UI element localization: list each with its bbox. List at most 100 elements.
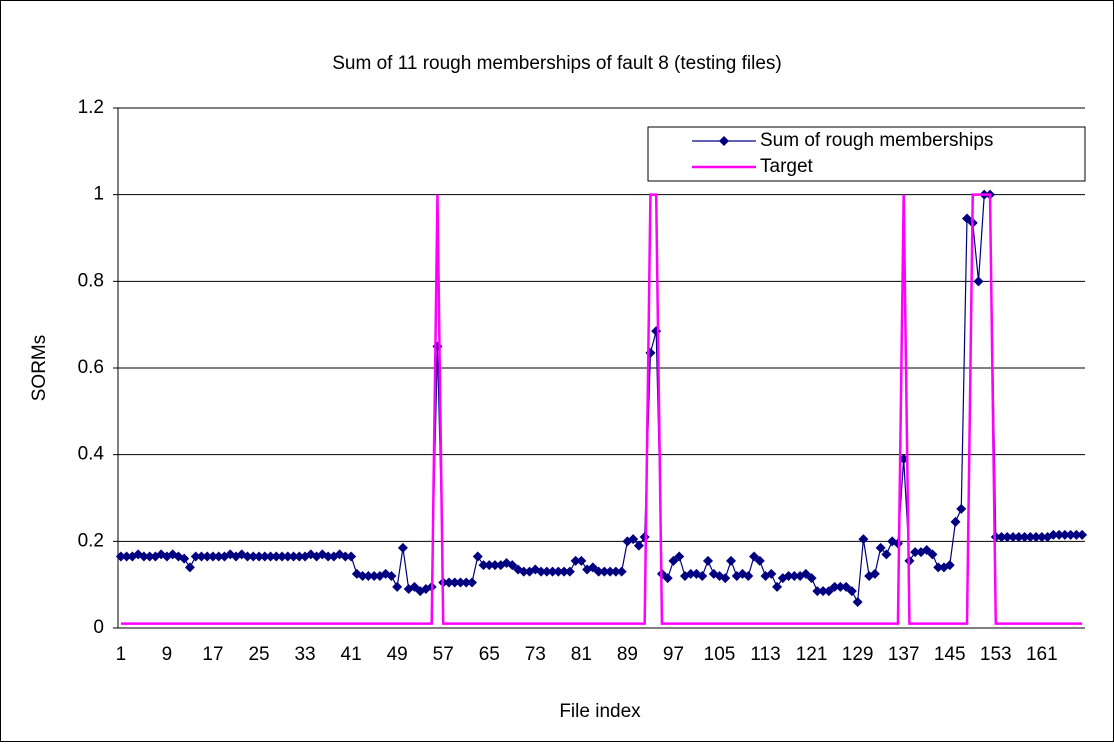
data-point xyxy=(392,581,403,592)
data-point xyxy=(541,566,552,577)
data-point xyxy=(841,581,852,592)
data-point xyxy=(1071,529,1082,540)
data-point xyxy=(593,566,604,577)
data-point xyxy=(818,586,829,597)
data-point xyxy=(553,566,564,577)
data-point xyxy=(1048,529,1059,540)
data-point xyxy=(910,547,921,558)
data-point xyxy=(875,542,886,553)
data-point xyxy=(202,551,213,562)
data-point xyxy=(466,577,477,588)
data-point xyxy=(973,276,984,287)
data-point xyxy=(196,551,207,562)
data-point xyxy=(507,560,518,571)
data-point xyxy=(248,551,259,562)
data-point xyxy=(996,532,1007,542)
data-point xyxy=(587,562,598,573)
data-point xyxy=(852,597,863,607)
data-point xyxy=(726,555,737,566)
data-point xyxy=(1025,532,1036,542)
data-point xyxy=(869,568,880,579)
series-line xyxy=(120,193,1083,625)
data-point xyxy=(357,571,368,581)
data-point xyxy=(743,571,754,581)
data-point xyxy=(536,566,547,577)
legend-box xyxy=(647,126,1086,182)
data-point xyxy=(1065,529,1076,540)
data-point xyxy=(823,586,834,597)
data-point xyxy=(559,566,570,577)
chart-title: Sum of 11 rough memberships of fault 8 (… xyxy=(332,53,782,74)
data-point xyxy=(1031,532,1042,542)
x-tick-label: 73 xyxy=(525,644,546,665)
data-point xyxy=(1002,532,1013,542)
data-point xyxy=(881,549,892,560)
data-point xyxy=(628,534,639,545)
data-point xyxy=(363,571,374,581)
data-point xyxy=(484,560,495,571)
data-point xyxy=(115,551,126,562)
data-point xyxy=(346,551,357,562)
data-point xyxy=(323,551,334,562)
data-point xyxy=(749,551,760,562)
x-tick-label: 113 xyxy=(750,644,780,665)
y-tick-label: 0 xyxy=(93,617,104,638)
x-tick-label: 121 xyxy=(796,644,828,665)
data-point xyxy=(697,571,708,581)
y-tick-label: 0.2 xyxy=(78,530,104,551)
data-point xyxy=(772,581,783,592)
data-point xyxy=(605,566,616,577)
data-point xyxy=(369,571,380,581)
data-point xyxy=(455,577,466,588)
data-point xyxy=(472,551,483,562)
data-point xyxy=(858,534,869,545)
data-point xyxy=(1077,529,1088,540)
legend-marker xyxy=(719,136,729,146)
data-point xyxy=(962,213,973,224)
data-point xyxy=(685,568,696,579)
data-point xyxy=(254,551,265,562)
data-point xyxy=(829,581,840,592)
data-point xyxy=(933,562,944,573)
x-tick-label: 129 xyxy=(842,644,874,665)
data-point xyxy=(754,555,765,566)
data-point xyxy=(340,551,351,562)
data-point xyxy=(409,581,420,592)
data-point xyxy=(668,555,679,566)
data-point xyxy=(662,573,673,584)
x-tick-label: 33 xyxy=(294,644,315,665)
x-tick-label: 153 xyxy=(980,644,1012,665)
data-point xyxy=(720,573,731,584)
x-tick-label: 1 xyxy=(116,644,127,665)
data-point xyxy=(610,566,621,577)
data-point xyxy=(599,566,610,577)
x-tick-label: 145 xyxy=(934,644,966,665)
legend-label: Target xyxy=(760,156,814,177)
x-tick-label: 41 xyxy=(341,644,362,665)
x-tick-label: 17 xyxy=(202,644,223,665)
y-tick-label: 1 xyxy=(93,184,104,205)
data-point xyxy=(921,545,932,555)
data-point xyxy=(184,562,195,573)
data-point xyxy=(674,551,685,562)
data-point xyxy=(616,566,627,577)
data-point xyxy=(633,540,644,551)
data-point xyxy=(213,551,224,562)
y-tick-label: 1.2 xyxy=(78,97,104,118)
data-point xyxy=(144,551,155,562)
data-point xyxy=(294,551,305,562)
data-point xyxy=(397,542,408,553)
data-point xyxy=(812,586,823,597)
data-point xyxy=(1019,532,1030,542)
x-tick-label: 81 xyxy=(571,644,592,665)
data-point xyxy=(138,551,149,562)
x-axis-label: File index xyxy=(559,701,641,722)
data-point xyxy=(518,566,529,577)
x-tick-label: 89 xyxy=(617,644,638,665)
data-point xyxy=(950,516,961,527)
x-tick-label: 57 xyxy=(433,644,454,665)
data-point xyxy=(271,551,282,562)
x-tick-label: 49 xyxy=(387,644,408,665)
